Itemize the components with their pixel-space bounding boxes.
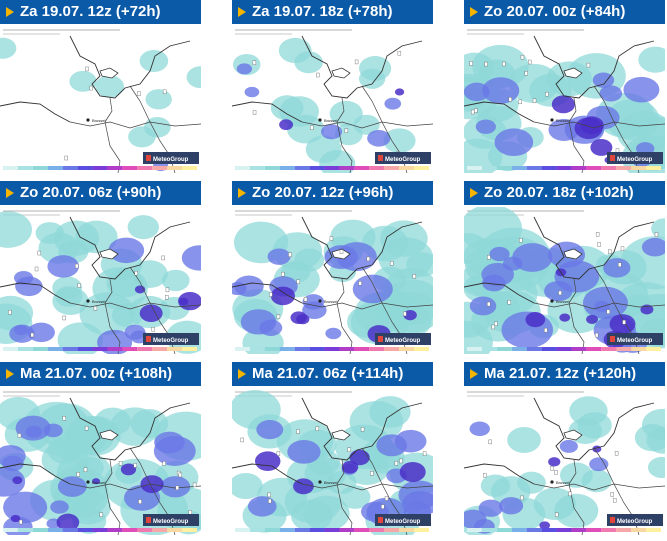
panel-title: Zo 20.07. 00z (+84h) <box>484 3 626 20</box>
svg-text:MeteoGroup: MeteoGroup <box>153 157 189 163</box>
play-arrow-icon <box>6 369 14 379</box>
map-image: Brussel MeteoGroup <box>232 388 433 535</box>
forecast-panel[interactable]: Ma 21.07. 06z (+114h) Brussel MeteoGroup <box>232 362 433 535</box>
play-arrow-icon <box>6 188 14 198</box>
map-image: Brussel MeteoGroup <box>464 388 665 535</box>
meteogroup-logo: MeteoGroup <box>607 514 663 526</box>
forecast-panel[interactable]: Za 19.07. 12z (+72h) Brussel MeteoGroup <box>0 0 201 173</box>
meteogroup-logo: MeteoGroup <box>143 514 199 526</box>
precipitation-map: Brussel MeteoGroup <box>232 26 433 173</box>
panel-title: Zo 20.07. 12z (+96h) <box>252 184 394 201</box>
map-image: Brussel MeteoGroup <box>232 207 433 354</box>
svg-text:MeteoGroup: MeteoGroup <box>617 157 653 163</box>
precipitation-map: Brussel MeteoGroup <box>232 207 433 354</box>
play-arrow-icon <box>470 369 478 379</box>
city-label: Brussel <box>324 480 337 485</box>
panel-header: Ma 21.07. 12z (+120h) <box>464 362 665 386</box>
map-image: Brussel MeteoGroup <box>0 388 201 535</box>
play-arrow-icon <box>238 369 246 379</box>
panel-title: Zo 20.07. 18z (+102h) <box>484 184 634 201</box>
forecast-panel[interactable]: Zo 20.07. 18z (+102h) Brussel MeteoGroup <box>464 181 665 354</box>
panel-header: Za 19.07. 12z (+72h) <box>0 0 201 24</box>
forecast-panel[interactable]: Ma 21.07. 12z (+120h) Brussel MeteoGroup <box>464 362 665 535</box>
meteogroup-logo: MeteoGroup <box>607 333 663 345</box>
play-arrow-icon <box>238 188 246 198</box>
map-image: Brussel MeteoGroup <box>464 26 665 173</box>
play-arrow-icon <box>6 7 14 17</box>
forecast-panel[interactable]: Zo 20.07. 12z (+96h) Brussel MeteoGroup <box>232 181 433 354</box>
panel-title: Ma 21.07. 12z (+120h) <box>484 365 637 382</box>
map-image: Brussel MeteoGroup <box>0 207 201 354</box>
svg-text:MeteoGroup: MeteoGroup <box>385 338 421 344</box>
forecast-panel[interactable]: Ma 21.07. 00z (+108h) Brussel MeteoGroup <box>0 362 201 535</box>
panel-title: Zo 20.07. 06z (+90h) <box>20 184 162 201</box>
precipitation-map: Brussel MeteoGroup <box>464 388 665 535</box>
panel-header: Zo 20.07. 12z (+96h) <box>232 181 433 205</box>
forecast-panel[interactable]: Zo 20.07. 00z (+84h) Brussel MeteoGroup <box>464 0 665 173</box>
forecast-panel[interactable]: Zo 20.07. 06z (+90h) Brussel MeteoGroup <box>0 181 201 354</box>
city-label: Brussel <box>324 118 337 123</box>
map-image: Brussel MeteoGroup <box>232 26 433 173</box>
map-image: Brussel MeteoGroup <box>0 26 201 173</box>
precipitation-map: Brussel MeteoGroup <box>464 207 665 354</box>
svg-text:MeteoGroup: MeteoGroup <box>153 519 189 525</box>
city-label: Brussel <box>556 299 569 304</box>
precipitation-map: Brussel MeteoGroup <box>232 388 433 535</box>
svg-text:MeteoGroup: MeteoGroup <box>385 519 421 525</box>
panel-title: Za 19.07. 12z (+72h) <box>20 3 161 20</box>
panel-header: Zo 20.07. 06z (+90h) <box>0 181 201 205</box>
precipitation-map: Brussel MeteoGroup <box>0 207 201 354</box>
play-arrow-icon <box>470 188 478 198</box>
precipitation-map: Brussel MeteoGroup <box>0 388 201 535</box>
play-arrow-icon <box>470 7 478 17</box>
forecast-panel[interactable]: Za 19.07. 18z (+78h) Brussel MeteoGroup <box>232 0 433 173</box>
panel-header: Ma 21.07. 00z (+108h) <box>0 362 201 386</box>
meteogroup-logo: MeteoGroup <box>143 152 199 164</box>
panel-title: Ma 21.07. 00z (+108h) <box>20 365 173 382</box>
play-arrow-icon <box>238 7 246 17</box>
svg-text:MeteoGroup: MeteoGroup <box>153 338 189 344</box>
map-image: Brussel MeteoGroup <box>464 207 665 354</box>
panel-header: Ma 21.07. 06z (+114h) <box>232 362 433 386</box>
svg-text:MeteoGroup: MeteoGroup <box>617 338 653 344</box>
city-label: Brussel <box>556 118 569 123</box>
meteogroup-logo: MeteoGroup <box>375 514 431 526</box>
meteogroup-logo: MeteoGroup <box>143 333 199 345</box>
city-label: Brussel <box>556 480 569 485</box>
precipitation-map: Brussel MeteoGroup <box>464 26 665 173</box>
city-label: Brussel <box>92 118 105 123</box>
city-label: Brussel <box>92 299 105 304</box>
svg-text:MeteoGroup: MeteoGroup <box>385 157 421 163</box>
meteogroup-logo: MeteoGroup <box>607 152 663 164</box>
city-label: Brussel <box>324 299 337 304</box>
panel-header: Zo 20.07. 00z (+84h) <box>464 0 665 24</box>
meteogroup-logo: MeteoGroup <box>375 333 431 345</box>
precipitation-map: Brussel MeteoGroup <box>0 26 201 173</box>
svg-text:MeteoGroup: MeteoGroup <box>617 519 653 525</box>
panel-title: Ma 21.07. 06z (+114h) <box>252 365 404 382</box>
panel-header: Zo 20.07. 18z (+102h) <box>464 181 665 205</box>
meteogroup-logo: MeteoGroup <box>375 152 431 164</box>
panel-header: Za 19.07. 18z (+78h) <box>232 0 433 24</box>
panel-title: Za 19.07. 18z (+78h) <box>252 3 393 20</box>
city-label: Brussel <box>92 480 105 485</box>
